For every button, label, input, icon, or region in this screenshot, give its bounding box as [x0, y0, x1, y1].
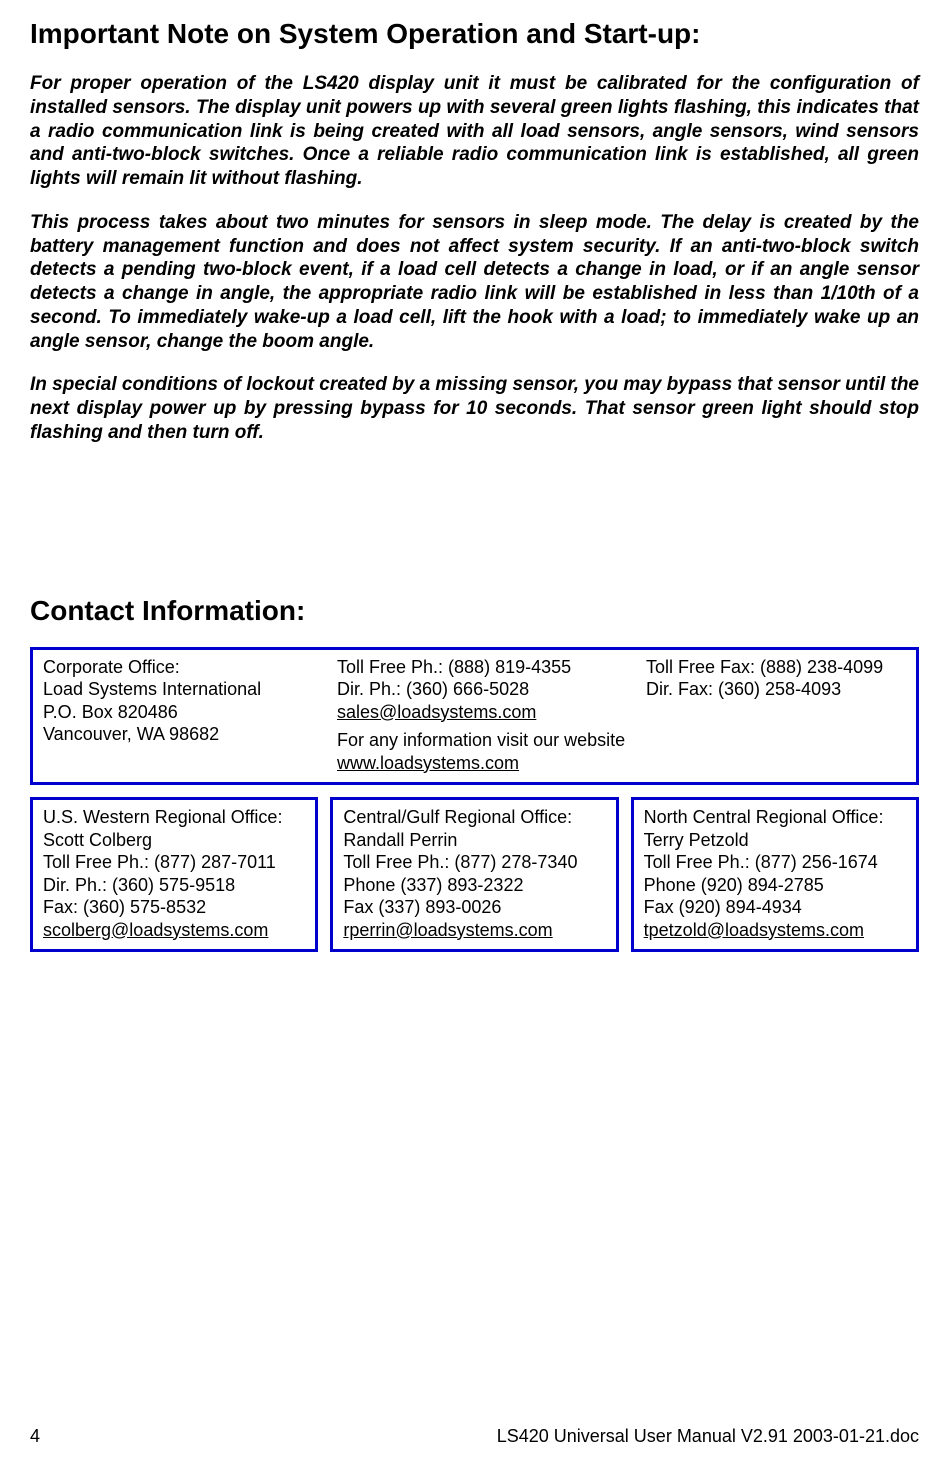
corporate-website-link[interactable]: www.loadsystems.com: [337, 753, 519, 773]
contact-area: Corporate Office: Load Systems Internati…: [30, 647, 919, 953]
corporate-toll-free-fax: Toll Free Fax: (888) 238-4099: [646, 656, 906, 679]
region-title: Central/Gulf Regional Office:: [343, 806, 605, 829]
document-page: Important Note on System Operation and S…: [0, 0, 949, 1471]
region-title: North Central Regional Office:: [644, 806, 906, 829]
heading-system-operation: Important Note on System Operation and S…: [30, 18, 919, 50]
corporate-website-prefix: For any information visit our website: [337, 730, 625, 750]
corporate-company: Load Systems International: [43, 678, 323, 701]
region-fax: Fax (337) 893-0026: [343, 896, 605, 919]
startup-paragraph-1: For proper operation of the LS420 displa…: [30, 72, 919, 191]
region-box-western: U.S. Western Regional Office: Scott Colb…: [30, 797, 318, 952]
page-number: 4: [30, 1426, 40, 1447]
region-email-link[interactable]: tpetzold@loadsystems.com: [644, 920, 864, 940]
corporate-phone-column: Toll Free Ph.: (888) 819-4355 Dir. Ph.: …: [337, 656, 632, 775]
corporate-toll-free-phone: Toll Free Ph.: (888) 819-4355: [337, 656, 632, 679]
region-contact-name: Randall Perrin: [343, 829, 605, 852]
heading-contact-information: Contact Information:: [30, 595, 919, 627]
page-footer: 4 LS420 Universal User Manual V2.91 2003…: [30, 1426, 919, 1447]
region-phone: Dir. Ph.: (360) 575-9518: [43, 874, 305, 897]
corporate-email-link[interactable]: sales@loadsystems.com: [337, 702, 536, 722]
region-toll-free: Toll Free Ph.: (877) 287-7011: [43, 851, 305, 874]
corporate-office-box: Corporate Office: Load Systems Internati…: [30, 647, 919, 786]
spacer: [30, 465, 919, 595]
region-phone: Phone (337) 893-2322: [343, 874, 605, 897]
region-contact-name: Terry Petzold: [644, 829, 906, 852]
region-email-link[interactable]: rperrin@loadsystems.com: [343, 920, 552, 940]
region-email-link[interactable]: scolberg@loadsystems.com: [43, 920, 268, 940]
startup-paragraph-3: In special conditions of lockout created…: [30, 373, 919, 444]
corporate-po-box: P.O. Box 820486: [43, 701, 323, 724]
corporate-website-line: For any information visit our website ww…: [337, 729, 632, 774]
region-fax: Fax (920) 894-4934: [644, 896, 906, 919]
region-box-north-central: North Central Regional Office: Terry Pet…: [631, 797, 919, 952]
corporate-address-column: Corporate Office: Load Systems Internati…: [43, 656, 323, 775]
regional-offices-row: U.S. Western Regional Office: Scott Colb…: [30, 797, 919, 952]
region-toll-free: Toll Free Ph.: (877) 278-7340: [343, 851, 605, 874]
corporate-city: Vancouver, WA 98682: [43, 723, 323, 746]
region-toll-free: Toll Free Ph.: (877) 256-1674: [644, 851, 906, 874]
corporate-direct-phone: Dir. Ph.: (360) 666-5028: [337, 678, 632, 701]
corporate-fax-column: Toll Free Fax: (888) 238-4099 Dir. Fax: …: [646, 656, 906, 775]
region-phone: Phone (920) 894-2785: [644, 874, 906, 897]
startup-paragraph-2: This process takes about two minutes for…: [30, 211, 919, 354]
corporate-title: Corporate Office:: [43, 656, 323, 679]
region-box-central-gulf: Central/Gulf Regional Office: Randall Pe…: [330, 797, 618, 952]
corporate-direct-fax: Dir. Fax: (360) 258-4093: [646, 678, 906, 701]
region-contact-name: Scott Colberg: [43, 829, 305, 852]
region-title: U.S. Western Regional Office:: [43, 806, 305, 829]
document-filename: LS420 Universal User Manual V2.91 2003-0…: [497, 1426, 919, 1447]
region-fax: Fax: (360) 575-8532: [43, 896, 305, 919]
